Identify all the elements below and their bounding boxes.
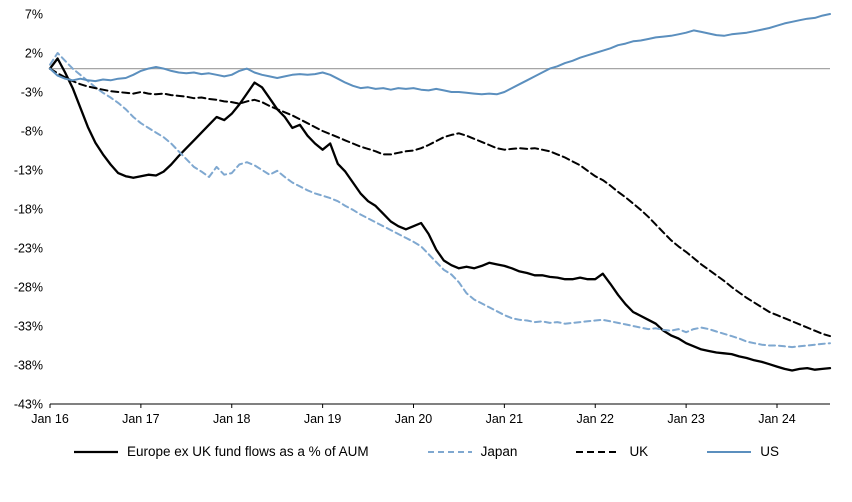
legend-item-japan: Japan — [427, 444, 518, 459]
y-tick-label: -18% — [14, 203, 43, 217]
dashed-blue-line-icon — [427, 450, 472, 453]
x-tick-label: Jan 19 — [304, 412, 342, 426]
dashed-black-line-icon — [576, 450, 621, 453]
legend-item-europe-ex-uk: Europe ex UK fund flows as a % of AUM — [73, 444, 369, 459]
x-tick-label: Jan 21 — [486, 412, 524, 426]
legend-label-us: US — [760, 444, 779, 459]
x-tick-label: Jan 20 — [395, 412, 433, 426]
y-tick-label: -43% — [14, 398, 43, 412]
chart-legend: Europe ex UK fund flows as a % of AUM Ja… — [0, 444, 852, 459]
legend-item-us: US — [706, 444, 779, 459]
y-tick-label: 2% — [25, 47, 43, 61]
x-tick-label: Jan 24 — [758, 412, 796, 426]
y-tick-label: -8% — [21, 125, 43, 139]
y-tick-label: 7% — [25, 8, 43, 22]
x-tick-label: Jan 16 — [31, 412, 69, 426]
solid-blue-line-icon — [707, 450, 752, 453]
y-tick-label: -13% — [14, 164, 43, 178]
solid-black-line-icon — [74, 450, 119, 453]
legend-label-europe-ex-uk: Europe ex UK fund flows as a % of AUM — [127, 444, 369, 459]
y-tick-label: -28% — [14, 281, 43, 295]
x-tick-label: Jan 22 — [576, 412, 614, 426]
x-tick-label: Jan 18 — [213, 412, 251, 426]
x-tick-label: Jan 23 — [667, 412, 705, 426]
series-line-uk — [49, 67, 831, 338]
y-tick-label: -38% — [14, 359, 43, 373]
x-tick-label: Jan 17 — [122, 412, 160, 426]
series-line-japan — [49, 52, 831, 349]
y-tick-label: -3% — [21, 86, 43, 100]
chart-svg: 7%2%-3%-8%-13%-18%-23%-28%-33%-38%-43%Ja… — [14, 8, 832, 426]
y-tick-label: -23% — [14, 242, 43, 256]
legend-label-japan: Japan — [480, 444, 518, 459]
y-tick-label: -33% — [14, 320, 43, 334]
legend-item-uk: UK — [575, 444, 648, 459]
series-line-us — [49, 13, 831, 96]
series-line-europe-ex-uk — [48, 57, 832, 372]
legend-label-uk: UK — [629, 444, 649, 459]
